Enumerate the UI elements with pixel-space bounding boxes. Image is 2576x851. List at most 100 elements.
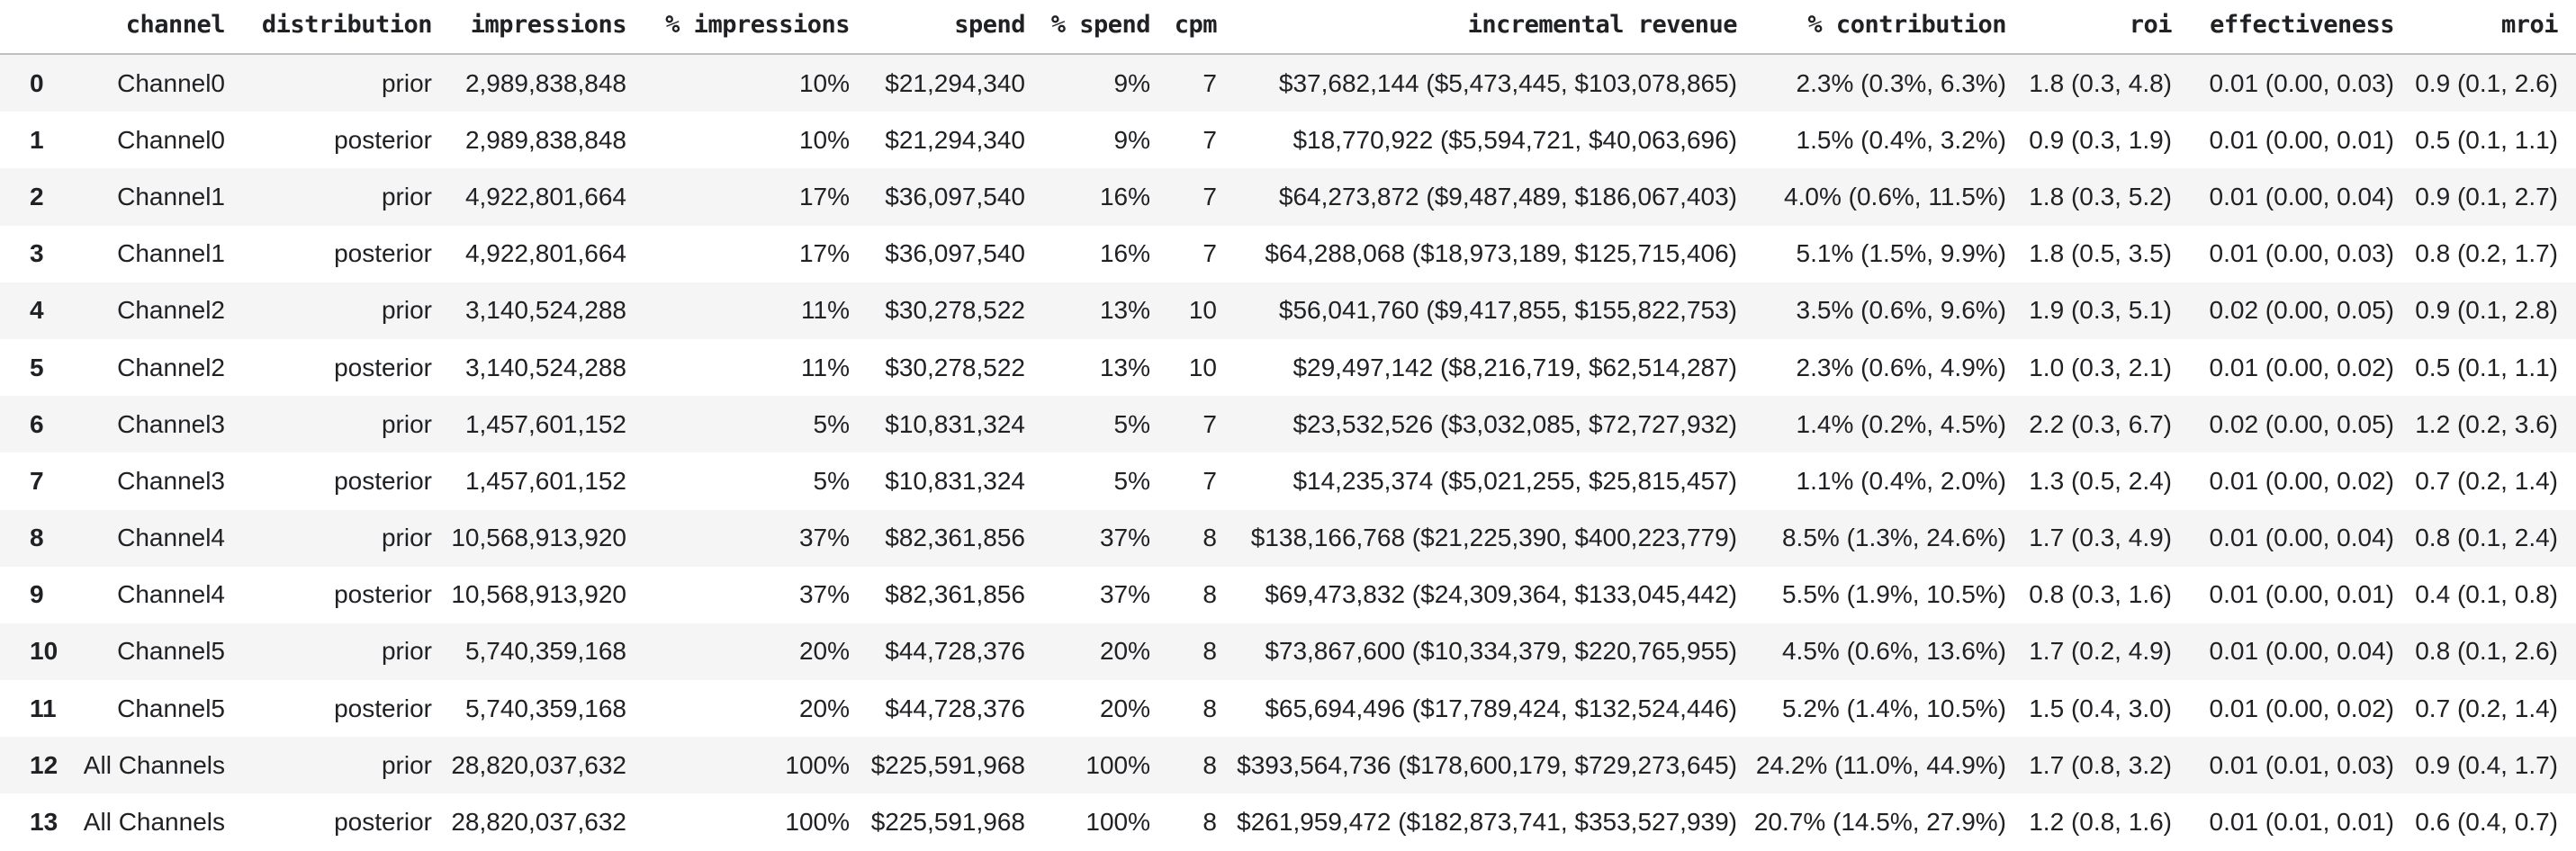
cell-effectiveness: 0.01 (0.01, 0.01) — [2209, 808, 2394, 837]
cell-incremental_revenue: $138,166,768 ($21,225,390, $400,223,779) — [1250, 524, 1737, 552]
cell-distribution: posterior — [334, 466, 432, 495]
table-row: 0 Channel0 prior 2,989,838,848 10% $21,294,34… — [0, 54, 2576, 112]
cell-roi: 1.2 (0.8, 1.6) — [2029, 808, 2172, 837]
row-index: 8 — [30, 524, 44, 552]
cell-pct_contribution: 4.0% (0.6%, 11.5%) — [1784, 182, 2006, 211]
cell-pct_contribution: 20.7% (14.5%, 27.9%) — [1753, 808, 2006, 837]
cell-channel: Channel1 — [117, 182, 225, 211]
table-row: 13 All Channels posterior 28,820,037,632 100… — [0, 793, 2576, 851]
cell-impressions: 2,989,838,848 — [464, 68, 626, 97]
cell-pct_impressions: 37% — [798, 580, 850, 609]
cell-incremental_revenue: $64,273,872 ($9,487,489, $186,067,403) — [1278, 182, 1737, 211]
table-row: 12 All Channels prior 28,820,037,632 100% $22… — [0, 737, 2576, 794]
header-pct_spend: % spend — [1025, 0, 1151, 55]
cell-mroi: 0.7 (0.2, 1.4) — [2415, 694, 2558, 722]
cell-incremental_revenue: $65,694,496 ($17,789,424, $132,524,446) — [1265, 694, 1737, 722]
cell-incremental_revenue: $37,682,144 ($5,473,445, $103,078,865) — [1278, 68, 1737, 97]
cell-incremental_revenue: $14,235,374 ($5,021,255, $25,815,457) — [1293, 466, 1737, 495]
cell-cpm: 8 — [1202, 637, 1217, 666]
cell-impressions: 4,922,801,664 — [464, 239, 626, 268]
row-index: 2 — [30, 182, 44, 211]
cell-impressions: 1,457,601,152 — [464, 466, 626, 495]
table-row: 2 Channel1 prior 4,922,801,664 17% $36,097,54… — [0, 168, 2576, 226]
header-spend: spend — [850, 0, 1026, 55]
cell-pct_impressions: 100% — [785, 808, 850, 837]
cell-incremental_revenue: $23,532,526 ($3,032,085, $72,727,932) — [1293, 409, 1737, 438]
row-index: 1 — [30, 125, 44, 154]
cell-pct_impressions: 5% — [813, 466, 850, 495]
row-index: 3 — [30, 239, 44, 268]
cell-effectiveness: 0.01 (0.00, 0.01) — [2209, 580, 2394, 609]
header-effectiveness: effectiveness — [2172, 0, 2395, 55]
cell-spend: $44,728,376 — [885, 637, 1025, 666]
cell-incremental_revenue: $393,564,736 ($178,600,179, $729,273,645… — [1237, 750, 1737, 779]
cell-effectiveness: 0.01 (0.00, 0.02) — [2209, 466, 2394, 495]
header-pct_contribution: % contribution — [1737, 0, 2007, 55]
cell-pct_impressions: 20% — [798, 694, 850, 722]
cell-pct_impressions: 5% — [813, 409, 850, 438]
cell-cpm: 8 — [1202, 694, 1217, 722]
cell-channel: Channel0 — [117, 125, 225, 154]
cell-pct_impressions: 11% — [801, 296, 850, 325]
cell-distribution: prior — [381, 750, 432, 779]
cell-distribution: prior — [381, 637, 432, 666]
cell-roi: 1.7 (0.2, 4.9) — [2029, 637, 2172, 666]
cell-roi: 1.7 (0.8, 3.2) — [2029, 750, 2172, 779]
cell-pct_impressions: 17% — [798, 182, 850, 211]
cell-pct_impressions: 10% — [798, 125, 850, 154]
cell-mroi: 0.8 (0.2, 1.7) — [2415, 239, 2558, 268]
cell-effectiveness: 0.02 (0.00, 0.05) — [2209, 409, 2394, 438]
cell-effectiveness: 0.02 (0.00, 0.05) — [2209, 296, 2394, 325]
cell-effectiveness: 0.01 (0.00, 0.04) — [2209, 524, 2394, 552]
cell-roi: 1.0 (0.3, 2.1) — [2029, 353, 2172, 381]
cell-channel: Channel4 — [117, 524, 225, 552]
cell-spend: $21,294,340 — [885, 125, 1025, 154]
cell-pct_contribution: 5.1% (1.5%, 9.9%) — [1796, 239, 2006, 268]
cell-mroi: 0.9 (0.1, 2.8) — [2415, 296, 2558, 325]
cell-impressions: 4,922,801,664 — [464, 182, 626, 211]
cell-pct_spend: 16% — [1099, 182, 1150, 211]
table-row: 1 Channel0 posterior 2,989,838,848 10% $21,29… — [0, 112, 2576, 169]
cell-mroi: 0.9 (0.1, 2.7) — [2415, 182, 2558, 211]
cell-cpm: 8 — [1202, 524, 1217, 552]
row-index: 13 — [30, 808, 59, 837]
cell-pct_contribution: 4.5% (0.6%, 13.6%) — [1781, 637, 2006, 666]
cell-impressions: 3,140,524,288 — [464, 296, 626, 325]
table-row: 7 Channel3 posterior 1,457,601,152 5% $10,831… — [0, 452, 2576, 510]
cell-channel: Channel2 — [117, 353, 225, 381]
cell-spend: $44,728,376 — [885, 694, 1025, 722]
cell-roi: 1.8 (0.5, 3.5) — [2029, 239, 2172, 268]
cell-pct_impressions: 20% — [798, 637, 850, 666]
cell-channel: Channel0 — [117, 68, 225, 97]
cell-mroi: 0.5 (0.1, 1.1) — [2415, 125, 2558, 154]
cell-incremental_revenue: $73,867,600 ($10,334,379, $220,765,955) — [1265, 637, 1737, 666]
table-row: 8 Channel4 prior 10,568,913,920 37% $82,361,8… — [0, 509, 2576, 567]
cell-spend: $82,361,856 — [885, 524, 1025, 552]
cell-mroi: 0.4 (0.1, 0.8) — [2415, 580, 2558, 609]
cell-pct_impressions: 100% — [785, 750, 850, 779]
header-row: channel distribution impressions% impressi… — [0, 0, 2576, 55]
cell-channel: Channel4 — [117, 580, 225, 609]
cell-effectiveness: 0.01 (0.00, 0.02) — [2209, 694, 2394, 722]
cell-pct_contribution: 24.2% (11.0%, 44.9%) — [1755, 750, 2006, 779]
cell-impressions: 3,140,524,288 — [464, 353, 626, 381]
header-mroi: mroi — [2394, 0, 2576, 55]
cell-pct_spend: 37% — [1099, 580, 1150, 609]
cell-pct_contribution: 8.5% (1.3%, 24.6%) — [1781, 524, 2006, 552]
cell-distribution: prior — [381, 182, 432, 211]
cell-pct_contribution: 2.3% (0.3%, 6.3%) — [1796, 68, 2006, 97]
cell-pct_spend: 20% — [1099, 694, 1150, 722]
cell-cpm: 8 — [1202, 580, 1217, 609]
cell-mroi: 1.2 (0.2, 3.6) — [2415, 409, 2558, 438]
cell-effectiveness: 0.01 (0.00, 0.04) — [2209, 637, 2394, 666]
cell-pct_impressions: 37% — [798, 524, 850, 552]
cell-spend: $30,278,522 — [885, 353, 1025, 381]
table-row: 9 Channel4 posterior 10,568,913,920 37% $82,3… — [0, 566, 2576, 623]
cell-roi: 1.3 (0.5, 2.4) — [2029, 466, 2172, 495]
cell-impressions: 2,989,838,848 — [464, 125, 626, 154]
table-row: 3 Channel1 posterior 4,922,801,664 17% $36,09… — [0, 225, 2576, 282]
cell-cpm: 7 — [1202, 239, 1217, 268]
table-row: 10 Channel5 prior 5,740,359,168 20% $44,728,3… — [0, 623, 2576, 681]
cell-pct_spend: 9% — [1113, 68, 1150, 97]
